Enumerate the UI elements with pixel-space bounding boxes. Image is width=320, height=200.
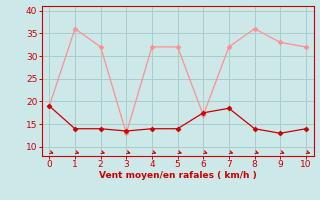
X-axis label: Vent moyen/en rafales ( km/h ): Vent moyen/en rafales ( km/h )	[99, 171, 256, 180]
